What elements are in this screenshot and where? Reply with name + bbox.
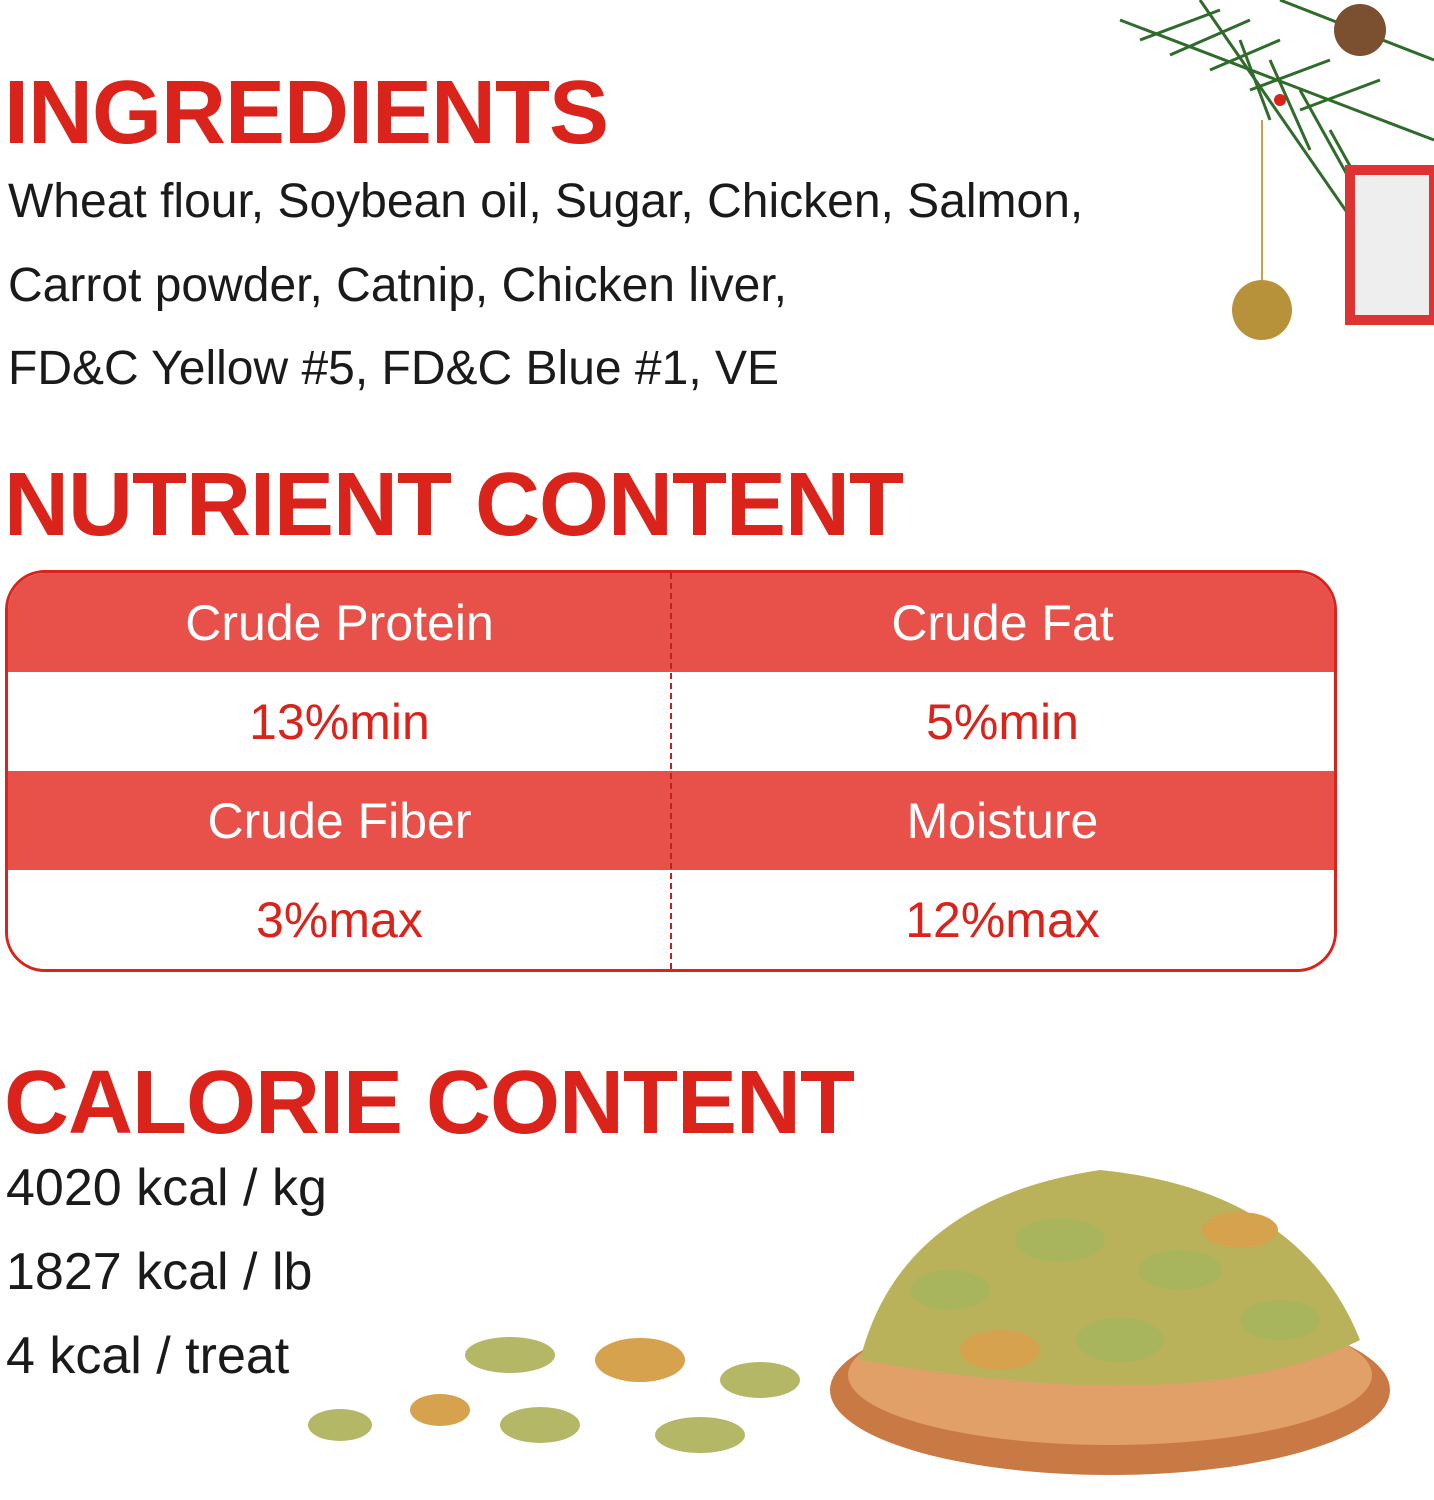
nutrient-heading: NUTRIENT CONTENT: [4, 455, 904, 555]
nutrient-table: Crude Protein Crude Fat 13%min 5%min Cru…: [5, 570, 1337, 972]
treats-bowl-image: [308, 1170, 1390, 1475]
pine-branch-ornament-image: [1119, 0, 1434, 340]
table-divider: [670, 573, 672, 969]
ingredients-line: FD&C Yellow #5, FD&C Blue #1, VE: [8, 342, 780, 395]
calorie-line: 4020 kcal / kg: [6, 1159, 327, 1217]
ingredients-heading: INGREDIENTS: [4, 63, 609, 163]
calorie-line: 4 kcal / treat: [6, 1327, 290, 1385]
nutrient-value-moisture: 12%max: [905, 891, 1100, 948]
calorie-heading: CALORIE CONTENT: [4, 1053, 855, 1153]
nutrient-label-crude-fat: Crude Fat: [891, 594, 1114, 651]
ingredients-line: Wheat flour, Soybean oil, Sugar, Chicken…: [8, 175, 1084, 228]
nutrient-value-crude-fiber: 3%max: [256, 891, 423, 948]
nutrient-label-moisture: Moisture: [906, 792, 1099, 849]
calorie-line: 1827 kcal / lb: [6, 1243, 313, 1301]
nutrient-label-crude-protein: Crude Protein: [185, 594, 494, 651]
nutrient-value-crude-protein: 13%min: [249, 693, 430, 750]
ingredients-line: Carrot powder, Catnip, Chicken liver,: [8, 259, 788, 312]
nutrient-value-crude-fat: 5%min: [926, 693, 1079, 750]
nutrient-label-crude-fiber: Crude Fiber: [207, 792, 472, 849]
